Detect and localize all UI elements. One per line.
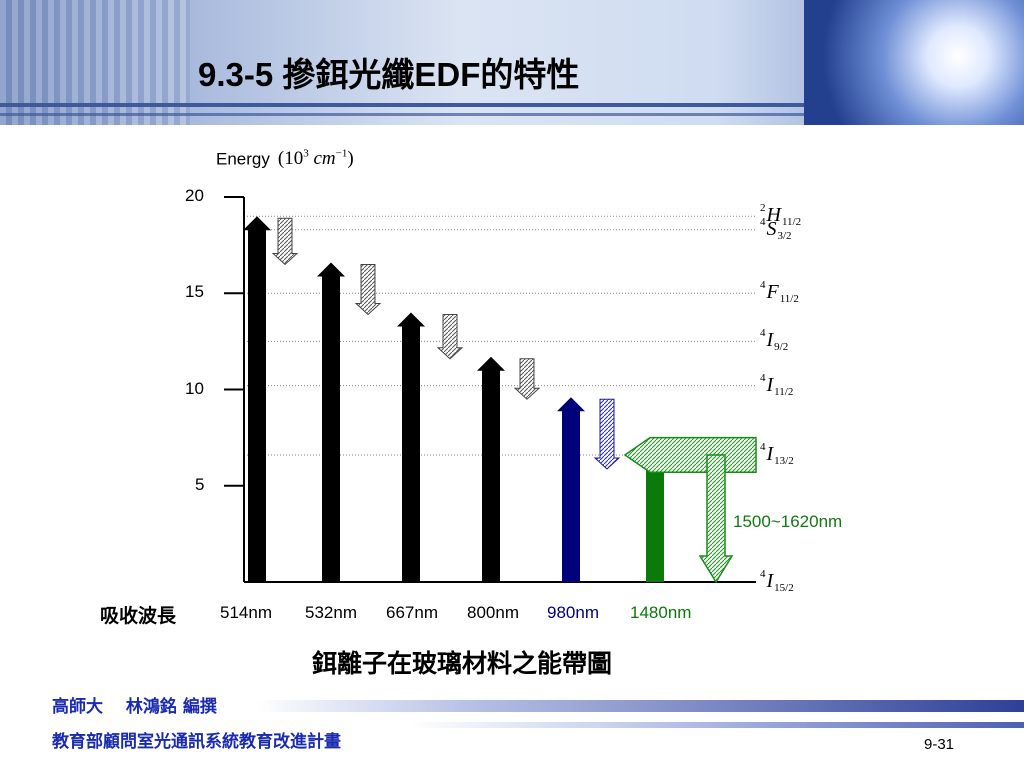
slide-header-banner	[0, 0, 1024, 125]
page-number: 9-31	[924, 736, 955, 753]
y-tick-label: 5	[195, 474, 205, 494]
absorption-arrow	[557, 397, 585, 582]
header-stripe	[0, 103, 1024, 107]
absorption-arrow	[477, 356, 505, 582]
energy-level-label: 2H11/2	[760, 202, 802, 229]
absorption-wavelength-label: 吸收波長	[100, 605, 177, 627]
slide-title: 9.3-5 摻鉺光纖EDF的特性	[198, 56, 580, 93]
energy-axis-unit: (103 cm−1)	[277, 148, 354, 170]
footer-bar	[0, 722, 1024, 728]
absorption-arrow	[641, 453, 669, 582]
energy-level-label: 4I13/2	[760, 440, 794, 467]
wavelength-label: 532nm	[305, 603, 357, 622]
y-tick-label: 20	[185, 186, 204, 205]
header-stripe	[0, 113, 1024, 116]
fiber-optic-image	[804, 0, 1024, 125]
energy-axis-label: Energy (103 cm−1)	[216, 148, 354, 170]
nonradiative-decay-arrow	[271, 217, 299, 266]
energy-level-label: 4I11/2	[760, 371, 794, 398]
y-tick-label: 10	[185, 378, 204, 398]
footer-author: 高師大 林鴻銘 編撰	[52, 697, 217, 717]
energy-level-label: 4S3/2	[760, 215, 792, 242]
metastable-band-arrow	[623, 436, 757, 474]
wavelength-label: 980nm	[547, 603, 599, 622]
nonradiative-decay-arrow	[354, 263, 382, 316]
wavelength-label: 800nm	[467, 603, 519, 622]
footer-bars	[0, 682, 1024, 768]
absorption-arrow	[243, 216, 271, 582]
emission-range-label: 1500~1620nm	[733, 512, 843, 531]
absorption-arrow	[397, 312, 425, 582]
nonradiative-decay-arrow	[513, 358, 541, 400]
energy-axis-text: Energy	[216, 149, 270, 169]
emission-arrow	[698, 454, 734, 584]
diagram-caption: 鉺離子在玻璃材料之能帶圖	[312, 649, 613, 678]
energy-level-label: 4I15/2	[760, 568, 794, 594]
nonradiative-decay-arrow	[593, 398, 621, 470]
wavelength-label: 1480nm	[630, 603, 692, 622]
energy-level-label: 4F11/2	[760, 279, 799, 306]
footer-bar	[0, 700, 1024, 712]
energy-level-label: 4I9/2	[760, 327, 789, 354]
nonradiative-decay-arrow	[436, 314, 464, 360]
wavelength-label: 667nm	[386, 603, 438, 622]
footer-program: 教育部顧問室光通訊系統教育改進計畫	[52, 732, 341, 752]
wavelength-label: 514nm	[220, 603, 272, 622]
y-tick-label: 15	[185, 282, 204, 302]
absorption-arrow	[317, 262, 345, 582]
